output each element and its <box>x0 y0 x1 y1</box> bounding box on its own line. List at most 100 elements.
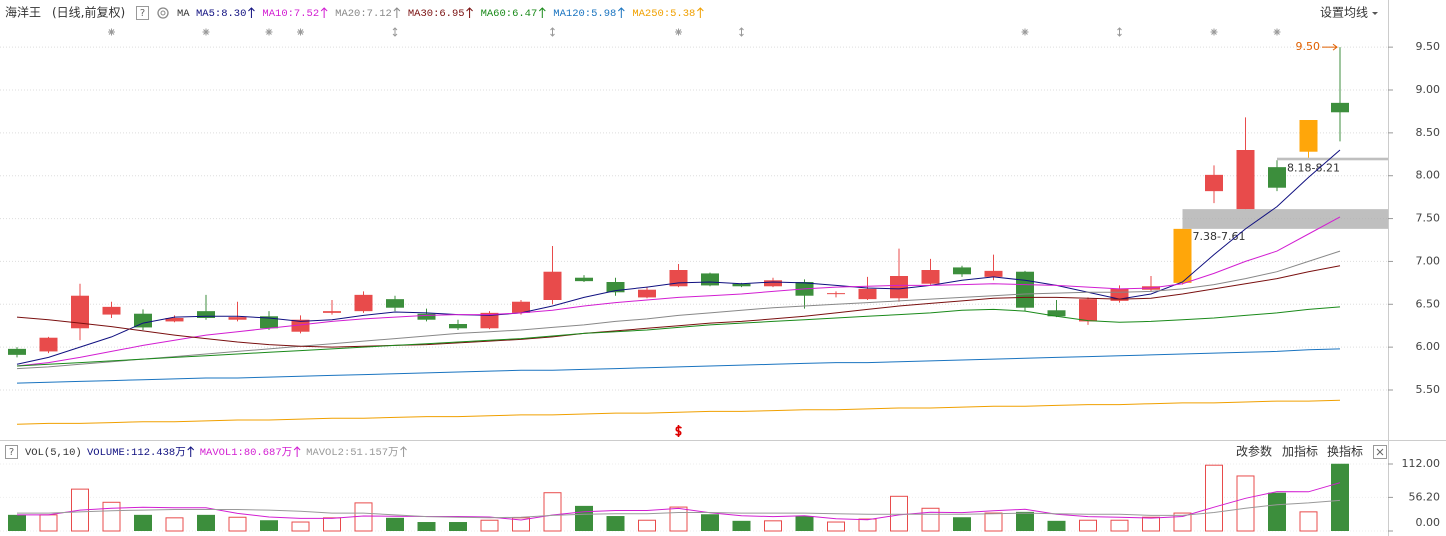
volume-bar <box>449 522 467 531</box>
volume-bar <box>291 521 310 532</box>
event-marker <box>675 28 682 36</box>
candle-body <box>1205 174 1223 192</box>
volume-bar <box>102 501 121 532</box>
toolbar-button[interactable]: 换指标 <box>1327 444 1363 459</box>
volume-bar <box>1110 519 1129 532</box>
candle-body <box>858 288 877 300</box>
volume-bar <box>417 522 436 531</box>
candle-body <box>197 311 215 318</box>
legend-entry: MA20:7.12 <box>335 8 392 20</box>
y-tick-label: 7.50 <box>1416 212 1441 225</box>
candle-body <box>890 276 908 299</box>
legend-arrow <box>696 7 704 18</box>
split-marker <box>392 27 398 37</box>
event-marker <box>1273 28 1281 36</box>
gear[interactable] <box>157 7 169 19</box>
mavol-line <box>17 499 1341 519</box>
candle-body <box>921 270 940 284</box>
legend-arrow <box>466 7 473 18</box>
volume-bar <box>638 519 656 532</box>
volume-bar <box>953 517 971 531</box>
legend-arrow <box>248 7 255 18</box>
volume-bar <box>1016 511 1034 531</box>
dropdown-caret[interactable] <box>1372 12 1378 15</box>
vol-help-box[interactable] <box>5 445 18 459</box>
gear-hub[interactable] <box>160 10 166 16</box>
settings-icon[interactable] <box>157 7 169 19</box>
candle-body <box>1016 271 1034 308</box>
volume-bar <box>890 495 908 532</box>
y-tick-label: 6.50 <box>1416 297 1441 310</box>
legend-entry: MA60:6.47 <box>481 8 538 20</box>
candle-body <box>291 319 310 332</box>
volume-bar <box>512 517 530 532</box>
legend-entry: MA10:7.52 <box>262 8 319 20</box>
candle-body <box>260 316 278 329</box>
dividend-marker <box>675 425 682 437</box>
close-cross[interactable] <box>1376 448 1384 456</box>
ma-line <box>16 250 1341 370</box>
candle-body <box>606 282 625 293</box>
volume-bar <box>827 521 845 532</box>
y-tick-label: 112.00 <box>1402 457 1441 470</box>
candle-body <box>669 270 688 287</box>
volume-bar <box>1142 516 1160 532</box>
volume-bar <box>1299 511 1318 532</box>
candle-body <box>417 313 436 320</box>
volume-bar <box>732 520 751 531</box>
candle-body <box>1236 150 1255 210</box>
ma-line <box>16 216 1341 367</box>
chart-mode: (日线,前复权) <box>52 5 125 20</box>
volume-bar <box>575 505 593 531</box>
legend-arrow <box>187 446 195 457</box>
event-marker <box>265 28 273 36</box>
mavol-line <box>17 482 1341 521</box>
volume-bar <box>8 514 26 531</box>
candle-body <box>827 293 845 295</box>
split-marker <box>550 27 555 37</box>
candle-body <box>228 317 247 320</box>
volume-bar <box>165 517 184 532</box>
volume-bar <box>323 517 341 532</box>
volume-bar <box>1268 492 1286 531</box>
volume-bar <box>764 520 782 532</box>
volume-bar <box>1331 463 1349 531</box>
close-box[interactable] <box>1373 445 1387 459</box>
toolbar-button[interactable]: 加指标 <box>1282 444 1318 459</box>
legend-arrow <box>393 7 401 18</box>
volume-bar <box>228 516 247 532</box>
volume-bar <box>606 516 625 531</box>
close-button[interactable] <box>1373 445 1387 459</box>
legend-entry: MA250:5.38 <box>632 8 695 20</box>
ma-label: MA <box>177 8 190 20</box>
candle-body <box>71 295 89 329</box>
candle-body <box>39 337 58 352</box>
candle-body <box>1173 228 1192 283</box>
vol-help[interactable]: ? <box>9 447 14 458</box>
candle-body <box>512 301 530 313</box>
gap-label: 8.18-8.21 <box>1287 161 1340 174</box>
candle-body <box>102 306 121 315</box>
candle-body <box>764 280 782 287</box>
toolbar-button[interactable]: 改参数 <box>1236 444 1272 459</box>
max-label: 9.50 <box>1296 40 1321 53</box>
ma-line <box>16 265 1341 348</box>
candle-body <box>638 289 656 298</box>
max-arrow <box>1322 43 1338 51</box>
ma-settings[interactable]: 设置均线 <box>1320 6 1368 20</box>
y-tick-label: 5.50 <box>1416 383 1441 396</box>
candle-body <box>732 283 751 287</box>
split-marker <box>739 27 744 37</box>
legend-arrow <box>538 7 546 18</box>
event-marker <box>202 28 210 36</box>
candle-body <box>575 277 593 282</box>
help-button[interactable]: ? <box>140 8 145 19</box>
candle-body <box>1079 299 1097 322</box>
legend-entry: MA120:5.98 <box>553 8 616 20</box>
candle-body <box>386 299 404 308</box>
legend-arrow <box>293 446 301 457</box>
volume-bar <box>1047 520 1066 531</box>
help-box[interactable] <box>136 6 149 20</box>
candle-body <box>449 324 467 329</box>
legend-arrow <box>617 7 625 18</box>
